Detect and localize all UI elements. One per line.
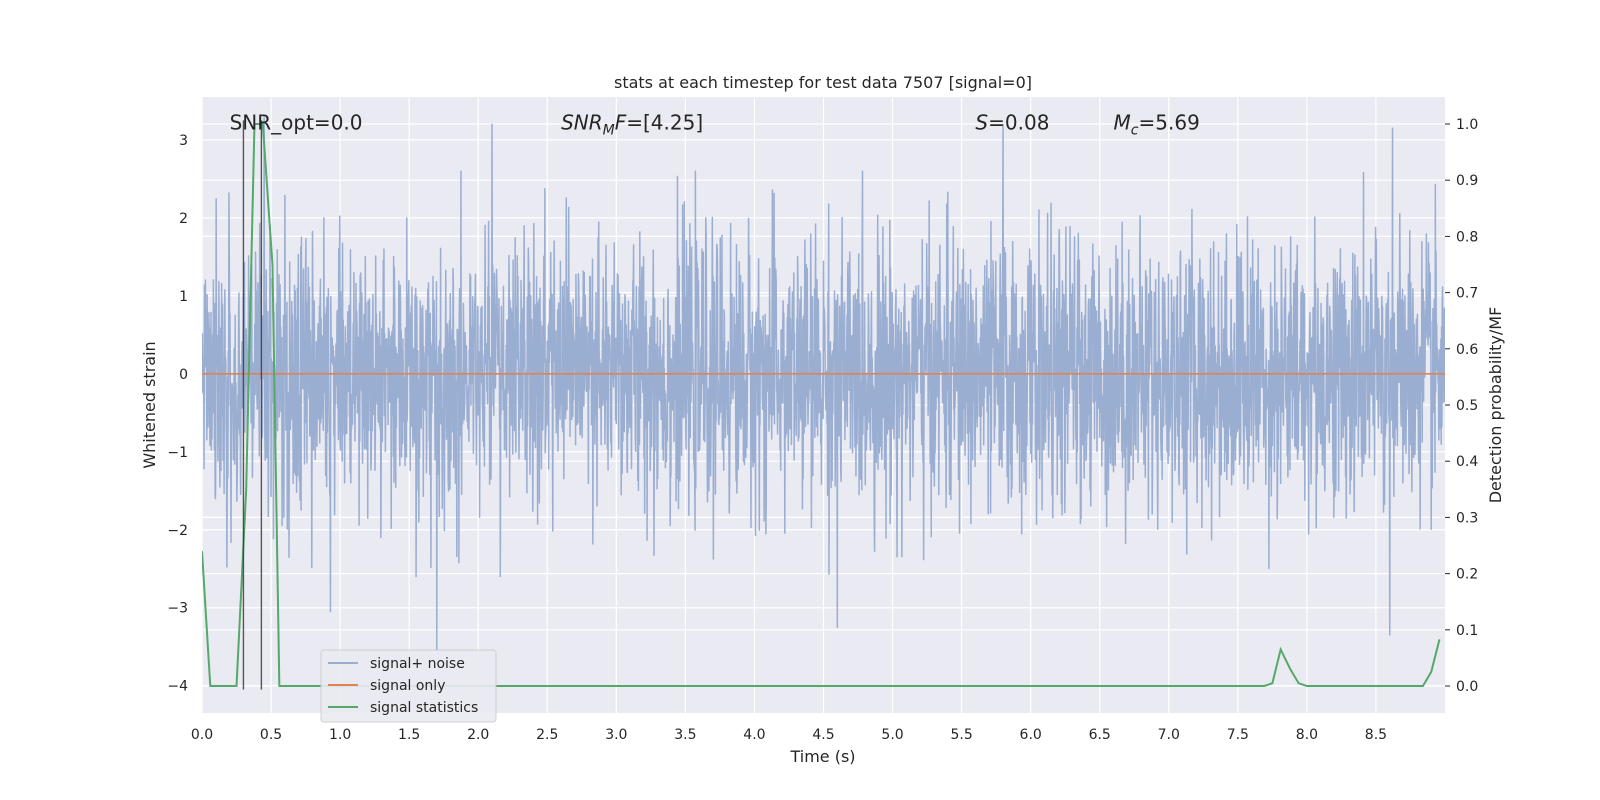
x-tick-label: 8.0 [1296, 727, 1318, 743]
x-tick-label: 3.5 [674, 727, 696, 743]
y2-tick-label: 0.2 [1456, 567, 1478, 583]
x-tick-label: 2.5 [536, 727, 558, 743]
y2-tick-label: 1.0 [1456, 117, 1478, 133]
x-tick-label: 2.0 [467, 727, 489, 743]
y-tick-label: −1 [167, 445, 188, 461]
y2-tick-label: 0.5 [1456, 398, 1478, 414]
legend-label-signal-statistics: signal statistics [370, 700, 478, 716]
legend: signal+ noise signal only signal statist… [320, 649, 497, 723]
series-layer [202, 115, 1445, 690]
y-tick-label: −4 [167, 679, 188, 695]
legend-label-signal-noise: signal+ noise [370, 656, 465, 672]
legend-box [320, 649, 497, 723]
y-tick-label: −2 [167, 523, 188, 539]
annotation-3: Mc=5.69 [1114, 111, 1200, 139]
x-tick-label: 7.0 [1158, 727, 1180, 743]
x-tick-label: 1.0 [329, 727, 351, 743]
y2-axis-label: Detection probability/MF [1486, 307, 1505, 504]
x-tick-label: 6.0 [1020, 727, 1042, 743]
annotation-1: SNRMF=[4.25] [561, 111, 703, 139]
legend-label-signal-only: signal only [370, 678, 445, 694]
x-tick-label: 4.5 [812, 727, 834, 743]
chart-title: stats at each timestep for test data 750… [614, 73, 1032, 92]
annotation-2: S=0.08 [975, 111, 1049, 135]
y-tick-label: 1 [179, 289, 188, 305]
x-tick-label: 0.0 [191, 727, 213, 743]
y-tick-label: 3 [179, 133, 188, 149]
series-signal-statistics [202, 122, 1441, 688]
x-tick-label: 8.5 [1365, 727, 1387, 743]
y-tick-label: −3 [167, 601, 188, 617]
y2-tick-label: 0.4 [1456, 454, 1478, 470]
x-tick-label: 6.5 [1089, 727, 1111, 743]
y2-tick-label: 0.6 [1456, 342, 1478, 358]
x-tick-label: 3.0 [605, 727, 627, 743]
y2-tick-label: 0.8 [1456, 229, 1478, 245]
y-axis-label: Whitened strain [140, 341, 159, 468]
x-tick-label: 5.5 [950, 727, 972, 743]
x-tick-label: 1.5 [398, 727, 420, 743]
y-tick-label: 2 [179, 211, 188, 227]
x-tick-label: 5.0 [881, 727, 903, 743]
x-tick-label: 4.0 [743, 727, 765, 743]
y2-axis-ticks: 0.0 0.1 0.2 0.3 0.4 0.5 0.6 0.7 0.8 0.9 1.0 [1445, 117, 1478, 695]
y-tick-label: 0 [179, 367, 188, 383]
y2-tick-label: 0.7 [1456, 286, 1478, 302]
series-signal-noise [202, 115, 1445, 652]
y2-tick-label: 0.1 [1456, 623, 1478, 639]
x-tick-label: 0.5 [260, 727, 282, 743]
x-axis-ticks: 0.0 0.5 1.0 1.5 2.0 2.5 3.0 3.5 4.0 4.5 5.0 5.5 6.0 6… [191, 727, 1387, 743]
annotation-0: SNR_opt=0.0 [230, 111, 363, 135]
y-axis-ticks: −4 −3 −2 −1 0 1 2 3 [167, 133, 188, 695]
x-axis-label: Time (s) [789, 747, 855, 766]
y2-tick-label: 0.0 [1456, 679, 1478, 695]
y2-tick-label: 0.9 [1456, 173, 1478, 189]
annotations: SNR_opt=0.0 SNRMF=[4.25] S=0.08 Mc=5.69 [230, 111, 1200, 139]
x-tick-label: 7.5 [1227, 727, 1249, 743]
y2-tick-label: 0.3 [1456, 510, 1478, 526]
